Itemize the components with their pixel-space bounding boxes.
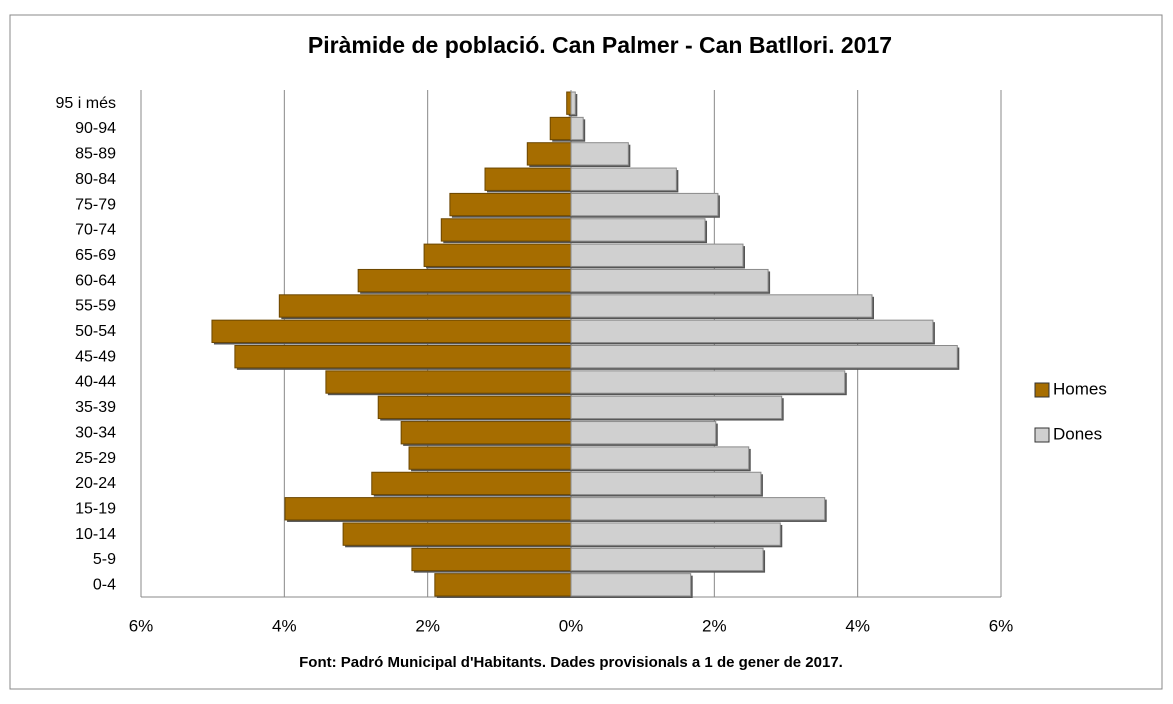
bar [570, 243, 744, 267]
y-tick-label: 20-24 [75, 475, 116, 492]
bar [570, 497, 826, 521]
legend-label: Homes [1053, 379, 1107, 398]
y-tick-label: 55-59 [75, 298, 116, 315]
bar [449, 192, 572, 217]
bar [434, 573, 572, 597]
bar [570, 573, 692, 597]
bar [411, 547, 572, 572]
legend-swatch [1034, 382, 1050, 398]
x-tick-label: 2% [702, 616, 727, 635]
y-tick-label: 40-44 [75, 374, 116, 391]
bar [570, 142, 629, 166]
y-tick-label: 0-4 [93, 577, 116, 594]
bar [484, 167, 572, 191]
y-tick-label: 70-74 [75, 222, 116, 239]
bar [570, 218, 706, 242]
y-tick-label: 95 i més [56, 95, 116, 112]
y-tick-label: 60-64 [75, 272, 116, 289]
y-tick-label: 90-94 [75, 120, 116, 137]
x-axis-label: Font: Padró Municipal d'Habitants. Dades… [299, 654, 843, 671]
bar [570, 421, 717, 445]
y-tick-label: 80-84 [75, 171, 116, 188]
bar [408, 446, 572, 470]
bar [440, 218, 572, 242]
legend-label: Dones [1053, 424, 1102, 443]
bar [371, 471, 572, 496]
bar [570, 319, 934, 343]
bar [549, 116, 572, 141]
bar [570, 294, 873, 318]
bar [234, 345, 572, 369]
bar [570, 192, 719, 217]
y-tick-label: 30-34 [75, 424, 116, 441]
x-tick-label: 4% [845, 616, 870, 635]
bar [570, 268, 769, 293]
bar [211, 319, 572, 343]
y-tick-label: 25-29 [75, 450, 116, 467]
bar [325, 370, 572, 394]
bar [570, 522, 781, 546]
chart-title: Piràmide de població. Can Palmer - Can B… [308, 32, 892, 58]
legend-swatch [1034, 427, 1050, 443]
bar [526, 142, 572, 166]
x-tick-label: 0% [559, 616, 584, 635]
bar [570, 91, 576, 115]
bar [342, 522, 572, 546]
bar [570, 345, 958, 369]
bar [284, 497, 572, 521]
y-tick-label: 5-9 [93, 551, 116, 568]
y-tick-label: 75-79 [75, 196, 116, 213]
y-tick-label: 15-19 [75, 500, 116, 517]
y-tick-label: 50-54 [75, 323, 116, 340]
x-tick-label: 6% [129, 616, 154, 635]
bar [400, 421, 572, 445]
bar [570, 547, 764, 572]
bar [566, 91, 572, 115]
x-tick-label: 2% [415, 616, 440, 635]
y-tick-label: 65-69 [75, 247, 116, 264]
y-tick-label: 85-89 [75, 146, 116, 163]
y-tick-label: 10-14 [75, 526, 116, 543]
bar [570, 446, 750, 470]
bar [570, 116, 584, 141]
bar [357, 268, 572, 293]
bar [570, 395, 783, 420]
x-tick-label: 4% [272, 616, 297, 635]
bar [377, 395, 572, 420]
bar [570, 471, 762, 496]
bar [423, 243, 572, 267]
bar [278, 294, 572, 318]
bar [570, 167, 677, 191]
bar [570, 370, 846, 394]
y-tick-label: 45-49 [75, 348, 116, 365]
y-tick-label: 35-39 [75, 399, 116, 416]
x-tick-label: 6% [989, 616, 1014, 635]
